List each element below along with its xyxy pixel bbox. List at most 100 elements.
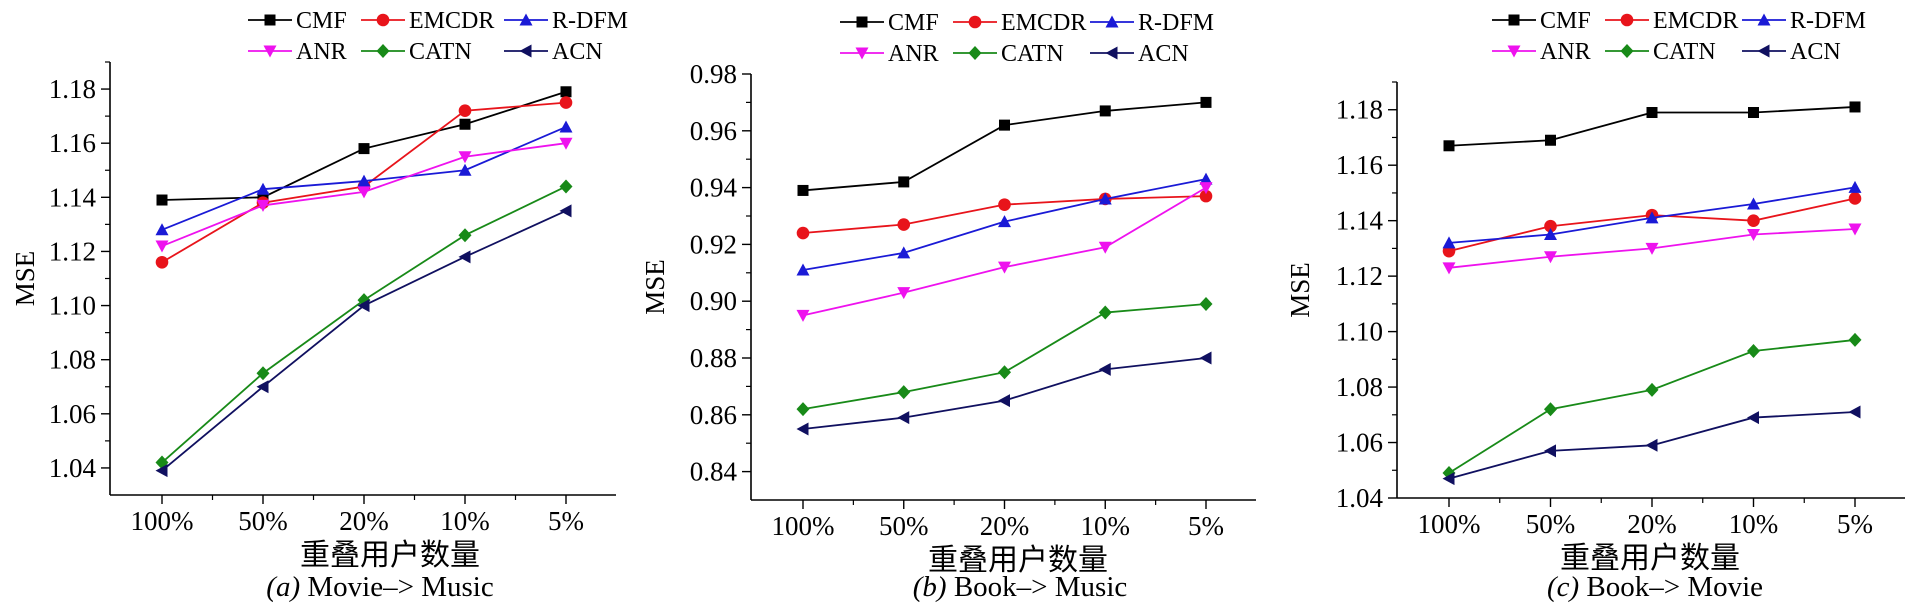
panel-caption: (b) Book–> Music: [913, 571, 1128, 603]
legend-label: EMCDR: [409, 8, 494, 34]
data-point: [256, 366, 270, 381]
legend-marker: [376, 13, 390, 27]
data-point: [1099, 105, 1111, 117]
data-point: [998, 394, 1010, 408]
x-tick-label: 5%: [1188, 511, 1224, 541]
panel-caption: (a) Movie–> Music: [266, 571, 493, 603]
legend-item-acn: ACN: [504, 39, 603, 65]
y-tick-label: 1.04: [49, 453, 97, 483]
data-point: [1848, 192, 1862, 205]
chart-panel-b: 0.84 0.86 0.88 0.90 0.92 0.94 0.96 0.98 100% 50% 2…: [640, 10, 1256, 603]
data-point: [1645, 242, 1659, 255]
data-point: [1544, 444, 1556, 458]
y-tick-label: 1.04: [1336, 483, 1384, 513]
series-r-dfm: [796, 172, 1213, 276]
caption-text: Book–> Music: [954, 571, 1127, 603]
legend: CMF EMCDR R-DFM ANR CATN ACN: [840, 10, 1214, 67]
data-point: [1848, 223, 1862, 236]
legend-item-cmf: CMF: [248, 8, 347, 34]
data-point: [796, 422, 809, 436]
data-point: [796, 226, 810, 240]
series-acn: [1442, 405, 1861, 486]
y-tick-label: 0.86: [690, 400, 737, 430]
y-tick-label: 1.06: [1336, 428, 1383, 458]
data-point: [458, 250, 471, 264]
data-point: [1098, 305, 1112, 320]
legend-marker: [519, 13, 533, 26]
legend-label: ACN: [552, 39, 603, 65]
x-tick-label: 50%: [879, 511, 929, 541]
legend-item-cmf: CMF: [840, 10, 939, 36]
y-tick-label: 0.84: [690, 457, 738, 487]
y-tick-label: 1.12: [49, 236, 96, 266]
data-point: [998, 261, 1011, 274]
y-tick-label: 0.98: [690, 59, 737, 89]
x-axis-title: 重叠用户数量: [928, 544, 1108, 577]
y-axis-title: MSE: [1285, 262, 1315, 318]
data-point: [1544, 219, 1557, 233]
data-point: [1442, 236, 1456, 249]
data-point: [559, 179, 573, 194]
data-point: [897, 218, 911, 231]
data-point: [459, 118, 471, 130]
data-point: [358, 143, 370, 155]
legend-label: CMF: [296, 8, 347, 34]
data-point: [1646, 107, 1658, 119]
legend-label: ANR: [296, 39, 347, 65]
x-tick-label: 5%: [1837, 509, 1873, 539]
legend-item-catn: CATN: [953, 41, 1064, 67]
x-axis-title: 重叠用户数量: [1560, 542, 1740, 575]
data-point: [1849, 101, 1861, 113]
data-point: [897, 246, 911, 259]
x-tick-label: 50%: [1526, 509, 1576, 539]
data-point: [1199, 351, 1212, 365]
data-point: [1848, 405, 1861, 419]
legend-marker: [263, 45, 277, 58]
y-tick-label: 1.06: [49, 399, 96, 429]
data-point: [998, 198, 1011, 211]
y-tick-label: 1.16: [1336, 150, 1383, 180]
legend-marker: [856, 16, 868, 28]
y-tick-label: 0.94: [690, 173, 738, 203]
data-point: [1443, 140, 1455, 152]
data-point: [1442, 262, 1456, 275]
y-tick-label: 1.12: [1336, 261, 1383, 291]
data-point: [458, 151, 472, 164]
caption-text: Movie–> Music: [307, 571, 493, 603]
data-point: [1748, 107, 1759, 119]
data-point: [1199, 189, 1213, 203]
x-tick-label: 20%: [980, 511, 1030, 541]
x-tick-label: 10%: [440, 506, 490, 536]
legend-marker: [1757, 44, 1770, 58]
legend-label: CATN: [1653, 39, 1716, 65]
y-tick-label: 0.90: [690, 286, 737, 316]
series-cmf: [1443, 101, 1861, 152]
data-point: [1544, 251, 1557, 264]
legend-label: R-DFM: [552, 8, 628, 34]
legend-label: ACN: [1790, 39, 1841, 65]
data-point: [1098, 362, 1111, 376]
legend-marker: [1508, 14, 1520, 26]
y-tick-label: 1.16: [49, 128, 96, 158]
data-point: [797, 184, 809, 196]
legend: CMF EMCDR R-DFM ANR CATN ACN: [1492, 8, 1866, 65]
series-line: [1448, 339, 1856, 474]
x-tick-label: 100%: [131, 506, 194, 536]
legend-item-acn: ACN: [1742, 39, 1841, 65]
data-point: [999, 119, 1010, 131]
legend-marker: [519, 44, 532, 58]
data-point: [998, 365, 1011, 380]
data-point: [559, 120, 573, 133]
series-line: [802, 303, 1207, 411]
series-anr: [796, 182, 1213, 322]
data-point: [155, 240, 169, 253]
legend-marker: [1757, 13, 1771, 26]
y-tick-label: 1.10: [1336, 317, 1383, 347]
data-point: [256, 182, 270, 195]
series-acn: [796, 351, 1212, 436]
data-point: [458, 104, 472, 118]
data-point: [155, 255, 169, 269]
caption-text: Book–> Movie: [1586, 571, 1763, 603]
data-point: [559, 204, 572, 218]
data-point: [1442, 472, 1455, 486]
